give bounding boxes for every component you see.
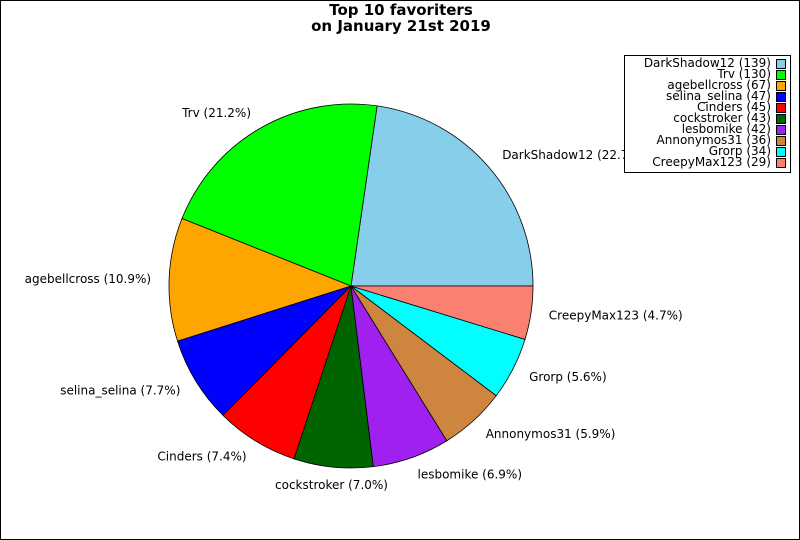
pie-slice-trv: [181, 103, 378, 287]
slice-label-cinders: Cinders (7.4%): [157, 450, 246, 464]
pie-slice-darkshadow12: [350, 105, 534, 287]
legend-entry-grorp: Grorp (34): [625, 144, 786, 158]
legend-entry-creepymax123: CreepyMax123 (29): [625, 155, 786, 169]
legend-label: Annonymos31 (36): [656, 133, 771, 147]
legend-entry-lesbomike: lesbomike (42): [625, 122, 786, 136]
legend-entry-annonymos31: Annonymos31 (36): [625, 133, 786, 147]
chart-title-block: Top 10 favoriters on January 21st 2019: [1, 2, 800, 34]
slice-label-grorp: Grorp (5.6%): [529, 370, 607, 384]
legend-label: Trv (130): [717, 67, 771, 81]
pie-slice-agebellcross: [168, 218, 353, 342]
legend-entry-selina-selina: selina_selina (47): [625, 89, 786, 103]
pie-slice-creepymax123: [350, 285, 534, 340]
legend-swatch: [776, 69, 786, 80]
legend-entry-cinders: Cinders (45): [625, 100, 786, 114]
legend-swatch: [776, 80, 786, 91]
legend-label: DarkShadow12 (139): [643, 56, 771, 70]
legend-swatch: [776, 157, 786, 168]
slice-label-lesbomike: lesbomike (6.9%): [418, 468, 523, 482]
legend-label: lesbomike (42): [681, 122, 771, 136]
legend-label: Cinders (45): [697, 100, 771, 114]
legend-entry-darkshadow12: DarkShadow12 (139): [625, 56, 786, 70]
slice-label-creepymax123: CreepyMax123 (4.7%): [549, 309, 683, 323]
slice-label-trv: Trv (21.2%): [181, 106, 251, 120]
chart-legend: DarkShadow12 (139) Trv (130) agebellcross …: [624, 55, 791, 173]
legend-swatch: [776, 124, 786, 135]
legend-swatch: [776, 58, 786, 69]
legend-swatch: [776, 91, 786, 102]
chart-title: Top 10 favoriters: [329, 1, 473, 19]
chart-subtitle: on January 21st 2019: [311, 17, 491, 35]
legend-label: agebellcross (67): [667, 78, 771, 92]
legend-label: Grorp (34): [708, 144, 771, 158]
slice-label-annonymos31: Annonymos31 (5.9%): [486, 427, 616, 441]
legend-entry-cockstroker: cockstroker (43): [625, 111, 786, 125]
slice-label-darkshadow12: DarkShadow12 (22.7%): [502, 148, 644, 162]
slice-label-agebellcross: agebellcross (10.9%): [25, 272, 151, 286]
slice-label-cockstroker: cockstroker (7.0%): [275, 478, 388, 492]
legend-swatch: [776, 146, 786, 157]
legend-swatch: [776, 113, 786, 124]
legend-swatch: [776, 135, 786, 146]
legend-entry-trv: Trv (130): [625, 67, 786, 81]
legend-label: selina_selina (47): [666, 89, 771, 103]
legend-entry-agebellcross: agebellcross (67): [625, 78, 786, 92]
legend-swatch: [776, 102, 786, 113]
legend-label: CreepyMax123 (29): [652, 155, 771, 169]
slice-label-selina-selina: selina_selina (7.7%): [60, 383, 180, 397]
legend-label: cockstroker (43): [673, 111, 771, 125]
